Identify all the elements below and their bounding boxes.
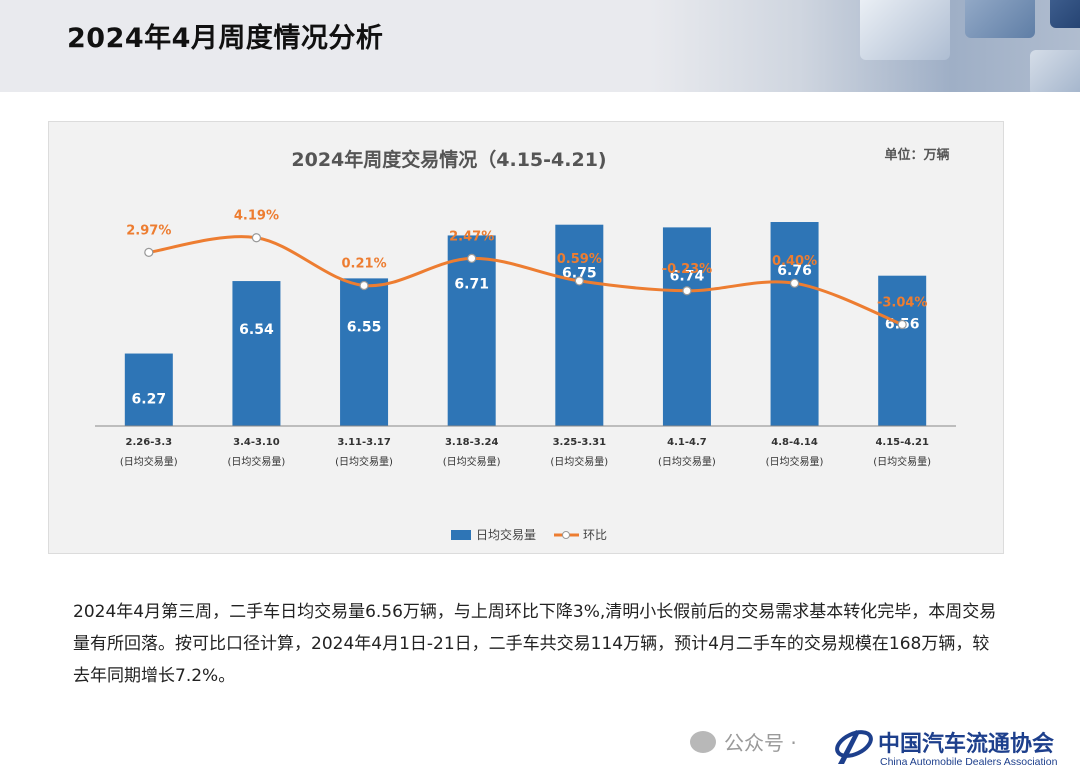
chart-card: 2024年周度交易情况（4.15-4.21) 单位：万辆 6.27 6.54 6.5… — [48, 121, 1004, 554]
association-logo: 中国汽车流通协会 China Automobile Dealers Associ… — [830, 716, 1075, 780]
x-tick-sublabel: (日均交易量) — [443, 455, 501, 468]
legend-bar-swatch — [451, 530, 471, 540]
header-banner: 2024年4月周度情况分析 — [0, 0, 1080, 92]
legend-bar-label: 日均交易量 — [476, 527, 536, 542]
bar-value-label: 6.27 — [132, 391, 167, 407]
x-tick-label: 3.11-3.17 — [337, 437, 391, 448]
x-tick-label: 4.8-4.14 — [771, 437, 818, 448]
bar-4.1-4.7 — [662, 227, 711, 426]
bar-value-label: 6.55 — [347, 319, 382, 335]
bar-3.4-3.10 — [232, 281, 281, 426]
wechat-watermark: 公众号 · — [690, 727, 797, 756]
mom-point — [897, 319, 907, 330]
cada-logo-icon — [835, 730, 873, 764]
bar-3.25-3.31 — [555, 224, 604, 426]
x-tick-sublabel: (日均交易量) — [873, 455, 931, 468]
x-tick-label: 3.18-3.24 — [445, 437, 499, 448]
mom-value-label: 2.97% — [126, 223, 171, 238]
x-tick-sublabel: (日均交易量) — [766, 455, 824, 468]
mom-value-label: -3.04% — [877, 295, 928, 310]
legend-line-marker — [562, 531, 570, 539]
x-tick-sublabel: (日均交易量) — [335, 455, 393, 468]
x-tick-label: 4.15-4.21 — [875, 437, 929, 448]
mom-point — [574, 276, 584, 286]
mom-value-label: 0.21% — [342, 256, 387, 271]
mom-value-label: 4.19% — [234, 209, 279, 224]
mom-line — [148, 235, 903, 326]
mom-value-label: 0.59% — [557, 252, 602, 267]
bar-4.15-4.21 — [878, 275, 927, 426]
bar-value-label: 6.71 — [454, 276, 489, 292]
x-tick-label: 4.1-4.7 — [667, 437, 707, 448]
bar-value-label: 6.74 — [670, 268, 705, 284]
chart-title: 2024年周度交易情况（4.15-4.21) — [291, 148, 606, 171]
mom-value-label: -0.23% — [662, 262, 713, 277]
bar-3.18-3.24 — [447, 235, 496, 426]
bar-value-label: 6.75 — [562, 266, 597, 282]
analysis-paragraph: 2024年4月第三周，二手车日均交易量6.56万辆，与上周环比下降3%,清明小长… — [73, 602, 997, 686]
x-tick-sublabel: (日均交易量) — [658, 455, 716, 468]
x-tick-label: 2.26-3.3 — [126, 437, 173, 448]
wechat-text: 公众号 · — [724, 731, 797, 755]
mom-point — [144, 247, 154, 257]
logo-english-name: China Automobile Dealers Association — [880, 756, 1058, 768]
decor-cube — [965, 0, 1035, 38]
bar-4.8-4.14 — [770, 222, 819, 426]
bar-value-label: 6.76 — [777, 263, 812, 279]
mom-point — [359, 280, 369, 291]
mom-value-label: 2.47% — [449, 229, 494, 244]
mom-point — [682, 286, 692, 296]
weekly-transaction-chart: 2024年周度交易情况（4.15-4.21) 单位：万辆 6.27 6.54 6.5… — [95, 147, 956, 542]
mom-value-label: 0.40% — [772, 254, 817, 269]
x-tick-sublabel: (日均交易量) — [550, 455, 608, 468]
decor-cube — [860, 0, 950, 60]
bar-3.11-3.17 — [340, 278, 389, 426]
mom-point — [467, 253, 477, 263]
wechat-icon — [690, 730, 716, 753]
unit-label: 单位：万辆 — [884, 147, 949, 163]
decor-cube — [1030, 50, 1080, 92]
legend-line-label: 环比 — [583, 528, 607, 542]
x-tick-sublabel: (日均交易量) — [120, 455, 178, 468]
mom-point — [251, 233, 262, 243]
mom-point — [789, 278, 800, 288]
logo-chinese-name: 中国汽车流通协会 — [878, 731, 1055, 757]
x-tick-sublabel: (日均交易量) — [228, 455, 286, 468]
page-title: 2024年4月周度情况分析 — [67, 23, 384, 54]
bar-2.26-3.3 — [124, 353, 173, 426]
decor-cube — [1050, 0, 1080, 28]
x-tick-label: 3.25-3.31 — [553, 437, 607, 448]
bar-value-label: 6.54 — [239, 322, 274, 338]
x-tick-label: 3.4-3.10 — [233, 437, 280, 448]
